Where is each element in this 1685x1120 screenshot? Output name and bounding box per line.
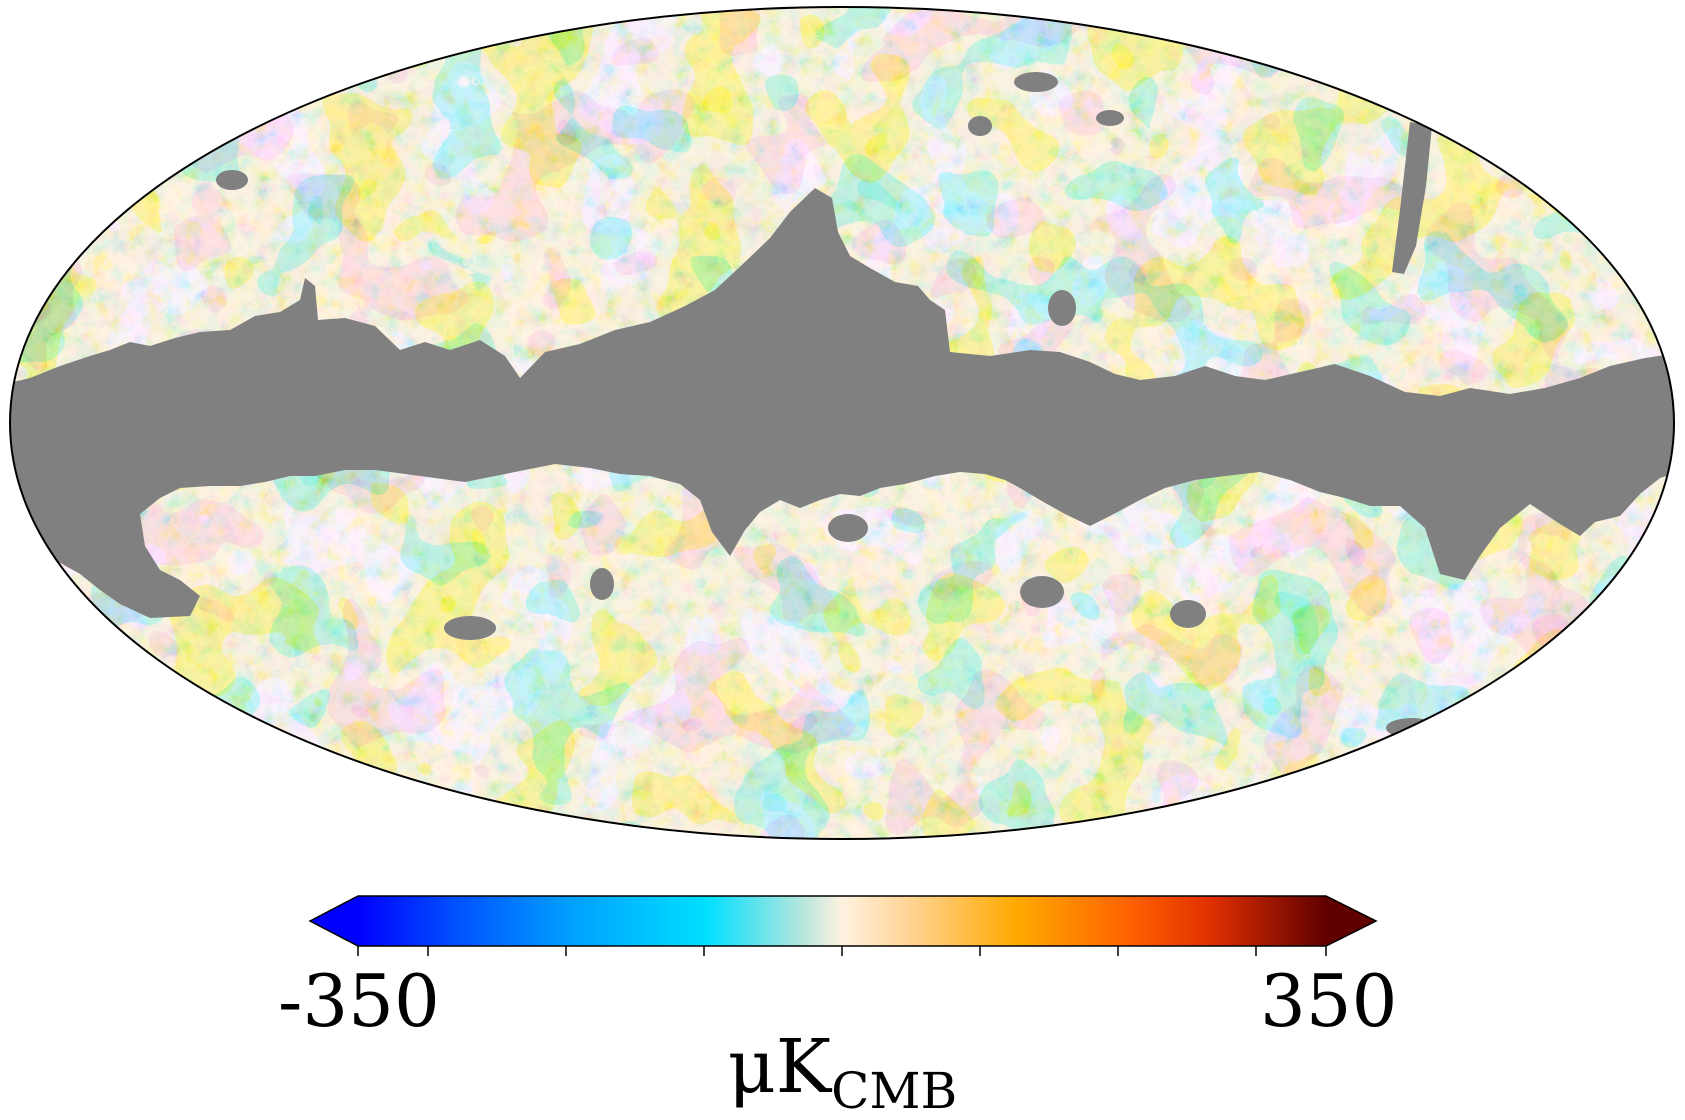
colorbar-ticks bbox=[357, 946, 1327, 956]
colorbar bbox=[308, 895, 1378, 956]
colorbar-gradient bbox=[358, 896, 1326, 946]
colorbar-extend-high bbox=[1326, 896, 1376, 946]
point-source-masks bbox=[216, 72, 1438, 738]
unit-subscript: CMB bbox=[831, 1061, 958, 1120]
colorbar-max-label: 350 bbox=[1260, 959, 1398, 1043]
map-outline bbox=[9, 6, 1675, 840]
unit-main: μK bbox=[727, 1024, 832, 1110]
colorbar-unit-label: μKCMB bbox=[0, 1030, 1685, 1116]
colorbar-min-label: -350 bbox=[278, 959, 440, 1043]
colorbar-extend-low bbox=[310, 896, 358, 946]
sky-map bbox=[10, 7, 1674, 839]
galactic-mask bbox=[10, 188, 1674, 618]
